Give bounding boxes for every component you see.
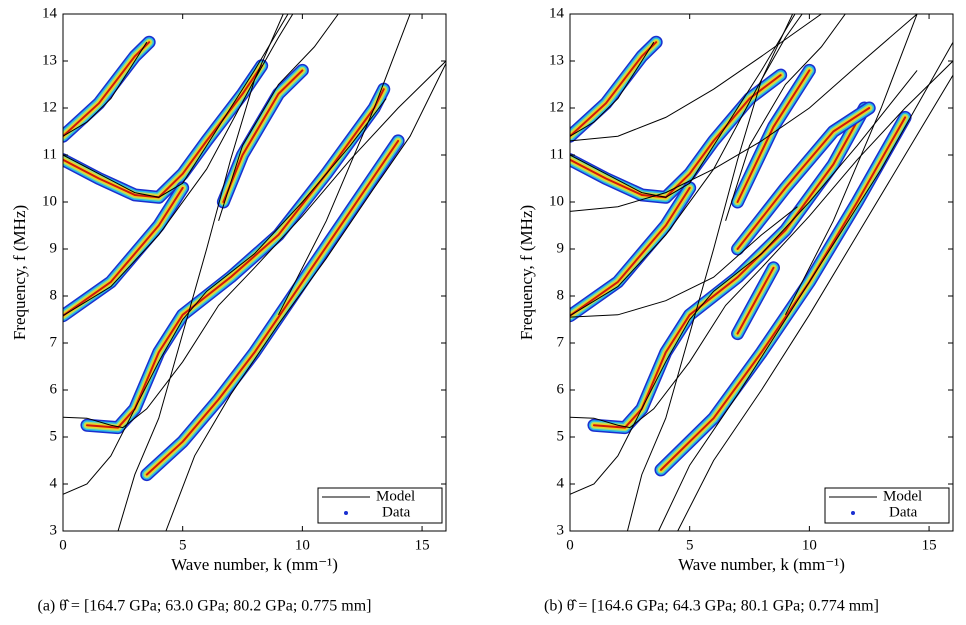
model-curve xyxy=(117,14,284,531)
caption: (b) θ̂ = [164.6 GPa; 64.3 GPa; 80.1 GPa;… xyxy=(544,598,879,615)
y-tick-label: 10 xyxy=(549,193,564,209)
data-band xyxy=(63,186,184,317)
x-tick-label: 15 xyxy=(922,537,937,553)
axes-box xyxy=(62,13,447,532)
y-tick-label: 14 xyxy=(549,5,565,21)
panel: 0 5 10 15 3 4 5 6 7 8 9 10 11 12 13 14 Wave number, k (m… xyxy=(10,5,447,615)
y-tick-label: 4 xyxy=(557,475,565,491)
model-curve xyxy=(658,41,953,531)
legend-label: Data xyxy=(382,504,411,520)
y-tick-label: 3 xyxy=(557,522,565,538)
y-tick-label: 8 xyxy=(557,287,565,303)
model-curve xyxy=(63,14,289,198)
model-curve xyxy=(784,14,918,316)
y-tick-label: 6 xyxy=(557,381,565,397)
data-band xyxy=(736,107,871,250)
model-curve xyxy=(165,63,446,531)
caption: (a) θ̂ = [164.7 GPa; 63.0 GPa; 80.2 GPa;… xyxy=(38,598,372,615)
data-band xyxy=(570,186,691,317)
legend-label: Model xyxy=(883,488,922,504)
data-band xyxy=(85,88,385,429)
plot-area xyxy=(570,14,953,531)
model-curve xyxy=(63,14,294,317)
model-curve xyxy=(63,60,446,429)
legend-label: Data xyxy=(889,504,918,520)
data-band xyxy=(659,116,907,471)
x-tick-label: 10 xyxy=(295,537,310,553)
data-band xyxy=(145,139,400,476)
plot-area xyxy=(63,14,446,531)
model-curve xyxy=(570,60,953,429)
y-axis-label: Frequency, f (MHz) xyxy=(10,205,29,340)
y-tick-label: 13 xyxy=(42,52,57,68)
y-tick-label: 6 xyxy=(50,381,58,397)
x-axis-label: Wave number, k (mm⁻¹) xyxy=(171,555,338,574)
y-tick-label: 12 xyxy=(42,99,57,115)
panel: 0 5 10 15 3 4 5 6 7 8 9 10 11 12 13 14 Wave number, k (m… xyxy=(517,5,954,615)
legend-swatch xyxy=(851,511,855,515)
y-tick-label: 12 xyxy=(549,99,564,115)
y-tick-label: 7 xyxy=(557,334,565,350)
model-curve xyxy=(570,70,918,495)
x-tick-label: 10 xyxy=(802,537,817,553)
y-tick-label: 5 xyxy=(557,428,565,444)
x-axis-label: Wave number, k (mm⁻¹) xyxy=(678,555,845,574)
model-curve xyxy=(626,14,794,531)
y-tick-label: 9 xyxy=(50,240,58,256)
y-tick-label: 3 xyxy=(50,522,58,538)
data-band xyxy=(63,64,263,199)
y-tick-label: 7 xyxy=(50,334,58,350)
y-tick-label: 8 xyxy=(50,287,58,303)
legend-swatch xyxy=(344,511,348,515)
y-tick-label: 9 xyxy=(557,240,565,256)
x-tick-label: 0 xyxy=(566,537,574,553)
data-band xyxy=(736,69,811,203)
legend-box xyxy=(824,487,950,524)
axes-box xyxy=(569,13,954,532)
y-tick-label: 13 xyxy=(549,52,564,68)
legend-box xyxy=(317,487,443,524)
y-tick-label: 5 xyxy=(50,428,58,444)
model-curve xyxy=(570,14,918,212)
model-curve xyxy=(63,41,148,137)
model-curve xyxy=(725,14,846,221)
data-band xyxy=(736,266,775,335)
y-tick-label: 14 xyxy=(42,5,58,21)
model-curve xyxy=(63,98,387,495)
data-band xyxy=(592,107,866,429)
x-tick-label: 5 xyxy=(179,537,187,553)
y-tick-label: 11 xyxy=(550,146,564,162)
x-tick-label: 0 xyxy=(59,537,67,553)
model-curve xyxy=(277,14,411,316)
x-tick-label: 15 xyxy=(415,537,430,553)
model-curve xyxy=(570,41,655,137)
y-axis-label: Frequency, f (MHz) xyxy=(517,205,536,340)
legend-label: Model xyxy=(376,488,415,504)
y-tick-label: 11 xyxy=(43,146,57,162)
model-curve xyxy=(570,14,822,142)
data-band xyxy=(222,69,304,203)
model-curve xyxy=(677,74,953,531)
data-band xyxy=(570,74,782,199)
model-curve xyxy=(218,14,339,221)
model-curve xyxy=(570,14,796,198)
y-tick-label: 10 xyxy=(42,193,57,209)
y-tick-label: 4 xyxy=(50,475,58,491)
x-tick-label: 5 xyxy=(686,537,694,553)
model-curve xyxy=(570,206,798,318)
